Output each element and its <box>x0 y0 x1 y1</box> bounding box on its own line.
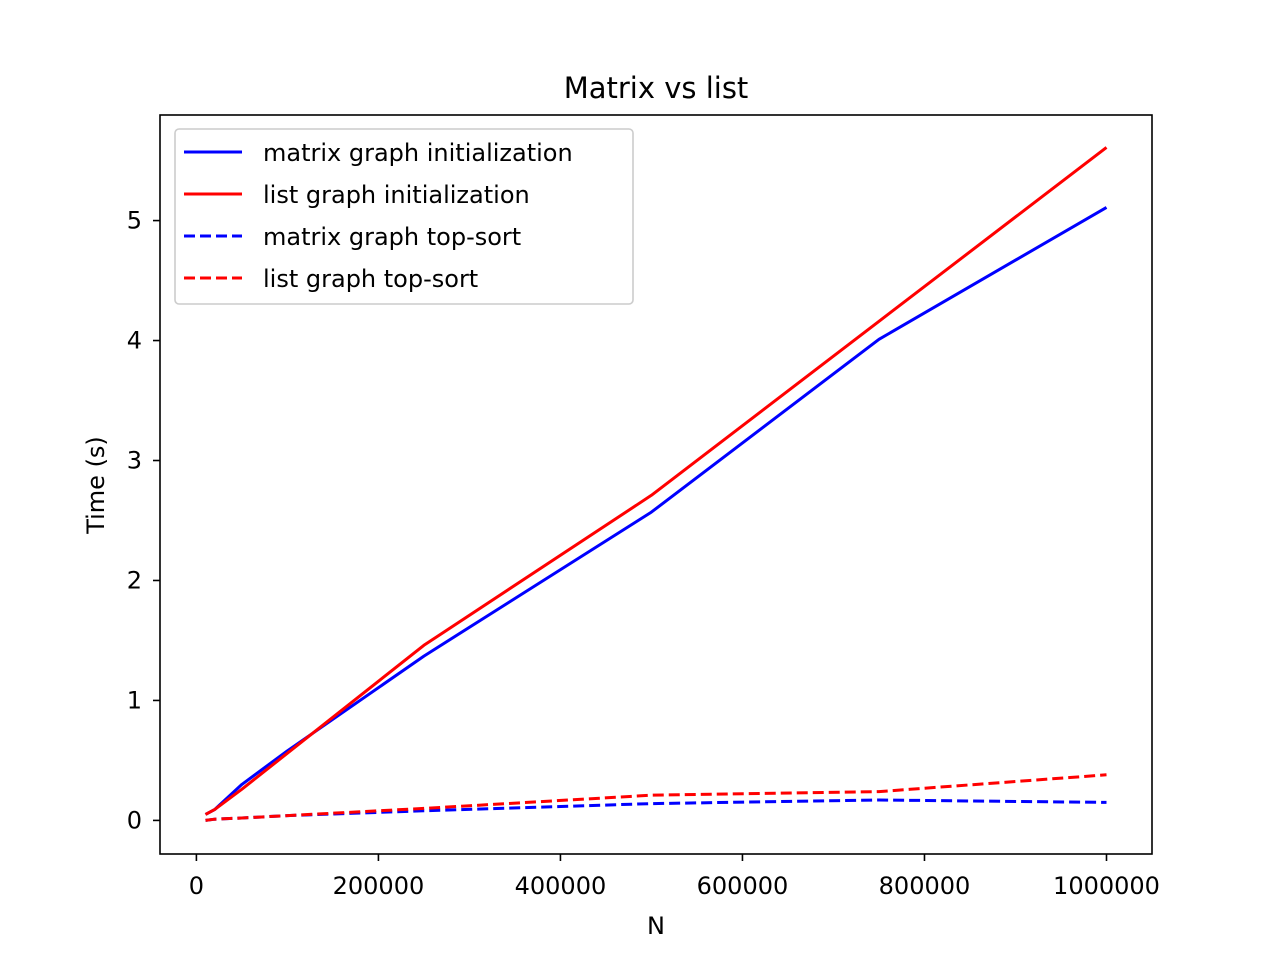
legend: matrix graph initialization list graph in… <box>174 128 634 305</box>
y-tick-label: 5 <box>127 207 142 235</box>
y-axis-label: Time (s) <box>82 436 110 535</box>
x-tick-label: 0 <box>189 872 204 900</box>
legend-label-3: matrix graph top-sort <box>263 223 521 251</box>
series-layer <box>204 146 1108 822</box>
plot-frame <box>159 114 1153 855</box>
y-tick-label: 4 <box>127 327 142 355</box>
y-tick-label: 0 <box>127 806 142 834</box>
y-tick-label: 1 <box>127 686 142 714</box>
y-tick-label: 2 <box>127 566 142 594</box>
x-axis-label: N <box>647 912 665 940</box>
series-line-4 <box>205 773 1107 822</box>
series-line-2 <box>204 146 1108 816</box>
x-axis-ticks: 0 200000 400000 600000 800000 1000000 <box>189 854 1160 900</box>
chart-title: Matrix vs list <box>564 71 749 105</box>
x-tick-label: 200000 <box>333 872 425 900</box>
x-tick-label: 800000 <box>879 872 971 900</box>
x-tick-label: 1000000 <box>1053 872 1160 900</box>
legend-box <box>174 128 634 305</box>
x-tick-label: 600000 <box>697 872 789 900</box>
x-tick-label: 400000 <box>515 872 607 900</box>
legend-label-1: matrix graph initialization <box>263 139 573 167</box>
legend-items: matrix graph initialization list graph in… <box>184 139 573 293</box>
legend-label-2: list graph initialization <box>263 181 530 209</box>
legend-label-4: list graph top-sort <box>263 265 478 293</box>
y-axis-ticks: 0 1 2 3 4 5 <box>127 207 160 834</box>
y-tick-label: 3 <box>127 447 142 475</box>
